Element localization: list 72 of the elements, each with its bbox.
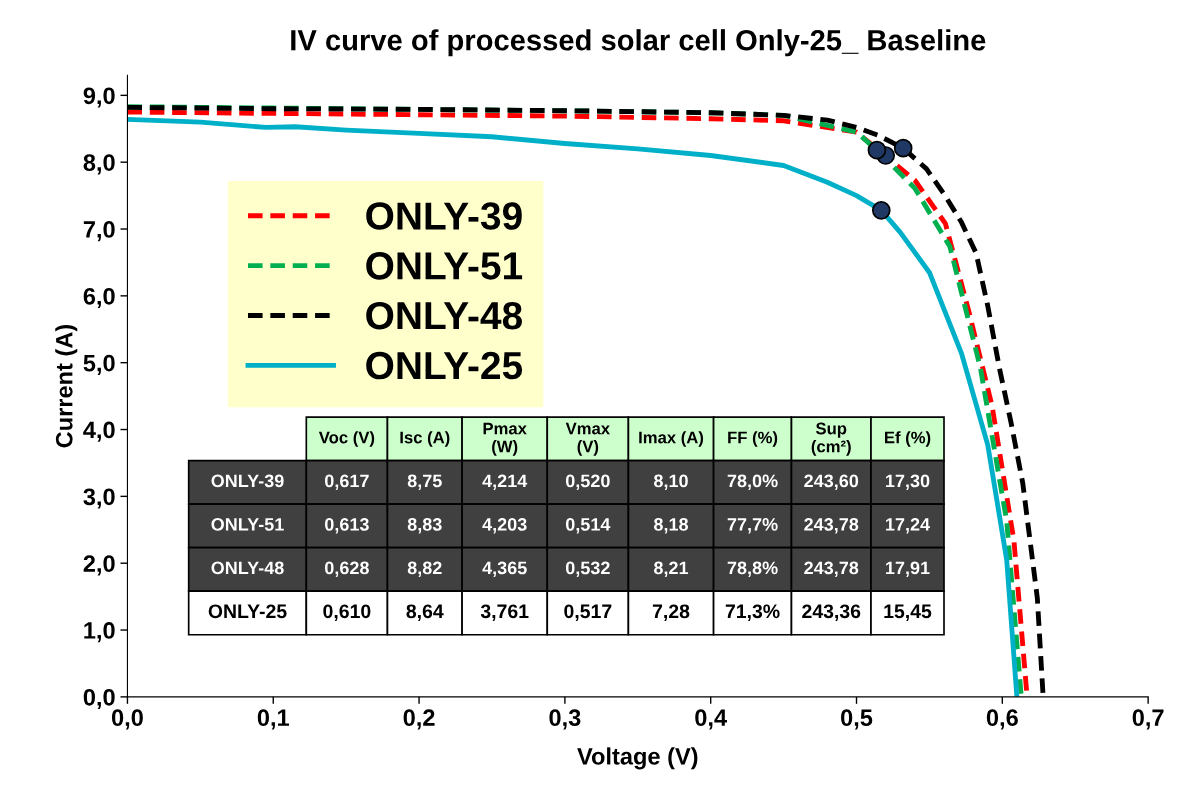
y-tick-label: 2,0 bbox=[83, 555, 115, 576]
annotation: 243,78 bbox=[804, 561, 859, 577]
y-tick-label: 3,0 bbox=[83, 488, 115, 509]
annotation: 3,761 bbox=[480, 604, 529, 621]
annotation: 78,0% bbox=[727, 474, 778, 490]
x-tick-label: 0,0 bbox=[111, 709, 143, 730]
annotation: Imax (A) bbox=[639, 431, 704, 447]
x-tick-label: 0,2 bbox=[403, 709, 435, 730]
annotation: Pmax (W) bbox=[483, 422, 527, 456]
annotation: Sup (cm²) bbox=[811, 422, 851, 456]
annotation: 243,60 bbox=[804, 474, 859, 490]
legend-label: ONLY-39 bbox=[366, 202, 522, 230]
legend-label: ONLY-51 bbox=[366, 252, 523, 280]
x-tick-label: 0,5 bbox=[841, 709, 873, 730]
y-tick-label: 5,0 bbox=[83, 354, 115, 375]
annotation: 8,64 bbox=[406, 604, 444, 621]
y-tick-label: 8,0 bbox=[83, 154, 115, 175]
x-tick-label: 0,7 bbox=[1132, 709, 1164, 730]
annotation: ONLY-51 bbox=[211, 518, 284, 531]
x-tick-label: 0,1 bbox=[257, 709, 290, 730]
point bbox=[893, 138, 913, 158]
annotation: 7,28 bbox=[652, 604, 690, 621]
y-tick-label: 7,0 bbox=[83, 221, 115, 242]
annotation: 17,30 bbox=[886, 474, 930, 490]
annotation: Voc (V) bbox=[318, 431, 375, 447]
annotation: ONLY-48 bbox=[211, 561, 284, 575]
point bbox=[867, 140, 887, 160]
annotation: 8,10 bbox=[654, 474, 688, 490]
x-tick-label: 0,3 bbox=[549, 709, 581, 730]
annotation: Ef (%) bbox=[885, 431, 931, 447]
annotation: 17,24 bbox=[886, 518, 930, 534]
chart-title: IV curve of processed solar cell Only-25_ Baseline bbox=[291, 29, 986, 57]
x-tick-label: 0,4 bbox=[695, 709, 727, 730]
y-tick-label: 6,0 bbox=[83, 287, 115, 309]
annotation: 71,3% bbox=[725, 604, 780, 621]
y-tick-label: 4,0 bbox=[83, 421, 115, 442]
y-axis-title: Current (A) bbox=[55, 324, 78, 448]
annotation: 0,610 bbox=[323, 604, 371, 621]
annotation: 17,91 bbox=[886, 561, 930, 577]
y-tick-label: 0,0 bbox=[83, 688, 115, 710]
x-axis-title: Voltage (V) bbox=[577, 747, 698, 770]
annotation: 4,214 bbox=[482, 474, 528, 490]
annotation: 0,520 bbox=[565, 474, 610, 490]
annotation: 8,21 bbox=[654, 561, 689, 577]
annotation: 8,75 bbox=[407, 474, 442, 490]
annotation: 4,365 bbox=[482, 561, 527, 577]
annotation: 77,7% bbox=[727, 518, 778, 534]
annotation: 243,36 bbox=[802, 604, 861, 621]
annotation: FF (%) bbox=[728, 431, 778, 447]
annotation: 8,18 bbox=[654, 518, 689, 534]
x-tick-label: 0,6 bbox=[986, 709, 1018, 730]
annotation: 78,8% bbox=[727, 561, 778, 577]
legend-label: ONLY-25 bbox=[366, 351, 523, 380]
annotation: 15,45 bbox=[884, 604, 932, 621]
annotation: 8,82 bbox=[407, 561, 442, 577]
annotation: ONLY-25 bbox=[208, 604, 287, 619]
annotation: Isc (A) bbox=[400, 431, 450, 447]
annotation: 0,617 bbox=[325, 474, 369, 490]
annotation: 0,514 bbox=[565, 518, 611, 534]
y-tick-label: 9,0 bbox=[83, 87, 115, 108]
annotation: 0,532 bbox=[565, 561, 610, 577]
annotation: ONLY-39 bbox=[211, 474, 284, 488]
annotation: 8,83 bbox=[407, 518, 442, 534]
annotation: 0,613 bbox=[325, 518, 369, 534]
point bbox=[871, 200, 891, 220]
annotation: Vmax (V) bbox=[565, 422, 610, 456]
annotation: 243,78 bbox=[804, 518, 859, 534]
legend-label: ONLY-48 bbox=[366, 301, 522, 330]
y-tick-label: 1,0 bbox=[84, 622, 115, 643]
annotation: 0,517 bbox=[564, 604, 612, 621]
annotation: 0,628 bbox=[325, 561, 369, 577]
annotation: 4,203 bbox=[482, 518, 527, 534]
